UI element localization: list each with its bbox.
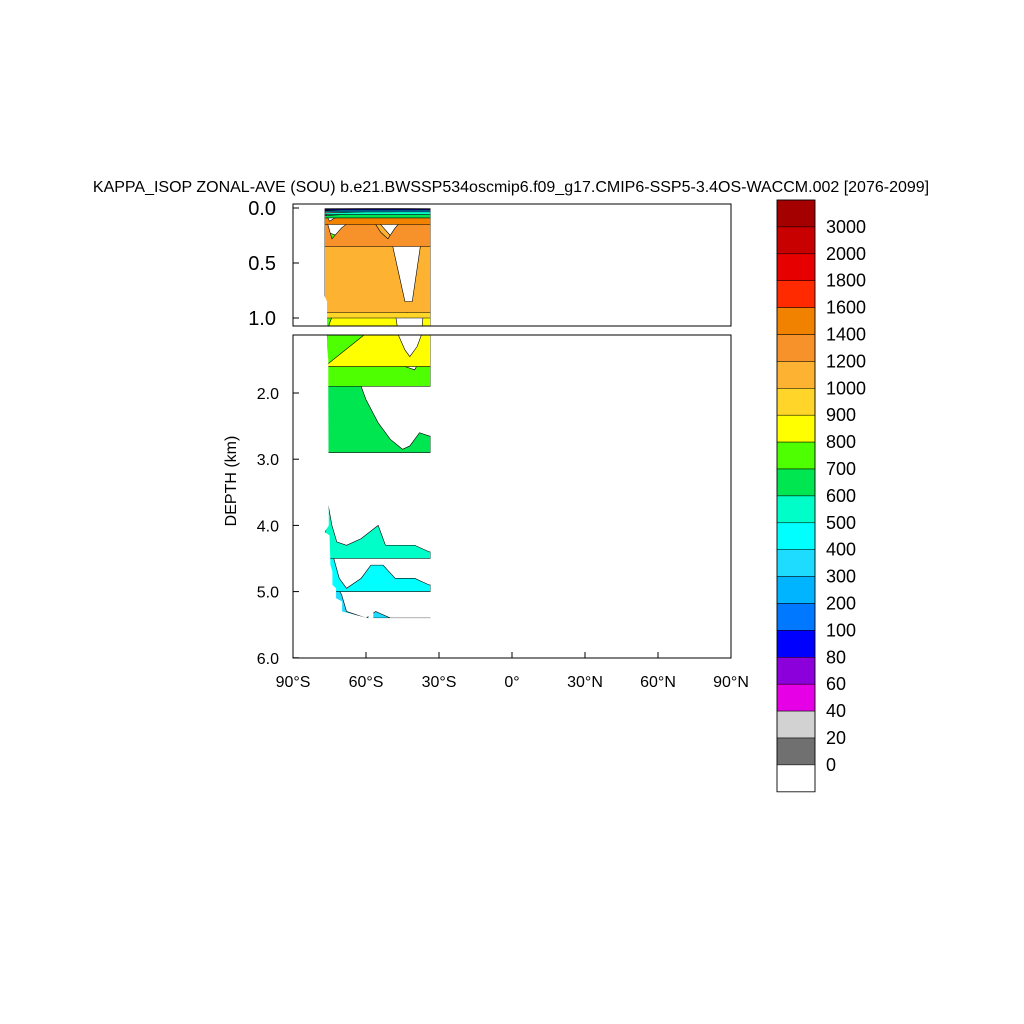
colorbar-label: 0 — [826, 755, 836, 775]
x-tick-label: 60°S — [349, 674, 384, 691]
colorbar-swatch — [776, 522, 816, 550]
colorbar-frame — [776, 199, 816, 793]
colorbar-label: 60 — [826, 674, 846, 694]
x-tick-label: 30°N — [567, 674, 603, 691]
colorbar-swatch — [776, 280, 816, 308]
y-tick-label: 1.0 — [248, 308, 276, 330]
colorbar-label: 3000 — [826, 217, 866, 237]
lower-band-1000 — [325, 327, 431, 334]
y-tick-label: 3.0 — [257, 452, 279, 469]
y-tick-label: 4.0 — [257, 518, 279, 535]
upper-surface-band-20 — [324, 208, 432, 210]
lower-bottom-gap — [368, 608, 374, 658]
colorbar-label: 600 — [826, 486, 856, 506]
colorbar-swatch — [776, 226, 816, 255]
colorbar-label: 800 — [826, 432, 856, 452]
axis-ticks: 90°S 60°S 30°S 0° 30°N 60°N 90°N 0.0 0.5 1.0 2.0 3.… — [248, 198, 749, 691]
colorbar-label: 200 — [826, 594, 856, 614]
colorbar-swatch — [776, 603, 816, 631]
x-tick-label: 60°N — [640, 674, 676, 691]
upper-land-mask-west — [293, 204, 328, 326]
lower-band-600 — [324, 498, 431, 559]
colorbar-label: 1200 — [826, 351, 866, 371]
colorbar-label: 900 — [826, 405, 856, 425]
upper-bottom-gap — [368, 786, 373, 891]
lower-band-900 — [323, 335, 431, 367]
colorbar-label: 40 — [826, 701, 846, 721]
y-tick-label: 0.0 — [248, 198, 276, 220]
chart-title: KAPPA_ISOP ZONAL-AVE (SOU) b.e21.BWSSP53… — [93, 179, 929, 196]
colorbar-label: 1000 — [826, 378, 866, 398]
colorbar-swatch — [776, 468, 816, 497]
y-tick-label: 6.0 — [257, 651, 279, 668]
colorbar-label: 1600 — [826, 298, 866, 318]
colorbar-swatch — [776, 334, 816, 362]
lower-band-500 — [324, 528, 431, 592]
colorbar-label: 20 — [826, 728, 846, 748]
colorbar-swatch — [776, 764, 816, 793]
colorbar-swatch — [776, 683, 816, 712]
lower-panel-contours — [293, 327, 731, 658]
colorbar-swatch — [776, 388, 816, 416]
colorbar-swatch — [776, 414, 816, 443]
colorbar-swatch — [776, 495, 816, 524]
x-tick-label: 0° — [504, 674, 519, 691]
colorbar-swatch — [776, 549, 816, 577]
upper-panel-contours — [293, 204, 731, 891]
y-tick-label: 2.0 — [257, 386, 279, 403]
x-tick-label: 90°N — [713, 674, 749, 691]
x-tick-label: 90°S — [276, 674, 311, 691]
colorbar-swatch — [776, 630, 816, 658]
colorbar-label: 700 — [826, 459, 856, 479]
colorbar-label: 500 — [826, 513, 856, 533]
lower-mask-bottom — [370, 618, 431, 658]
upper-mask-bottom — [371, 802, 431, 890]
colorbar-swatch — [776, 710, 816, 739]
upper-panel-frame — [292, 203, 732, 327]
colorbar-swatch — [776, 199, 816, 228]
lower-mask-east — [430, 335, 731, 658]
colorbar-label: 1400 — [826, 325, 866, 345]
colorbar-swatch — [776, 253, 816, 281]
colorbar-swatch — [776, 307, 816, 335]
colorbar-swatch — [776, 576, 816, 604]
colorbar-swatch — [776, 657, 816, 685]
colorbar-label: 100 — [826, 620, 856, 640]
lower-land-mask-west — [293, 335, 374, 658]
upper-mask-east — [430, 204, 731, 326]
colorbar-label: 300 — [826, 567, 856, 587]
colorbar-label: 80 — [826, 647, 846, 667]
y-tick-label: 0.5 — [248, 253, 276, 275]
colorbar-swatch — [776, 737, 816, 766]
colorbar-swatch — [776, 441, 816, 470]
colorbar-label: 400 — [826, 540, 856, 560]
colorbar-label: 2000 — [826, 244, 866, 264]
x-tick-label: 30°S — [422, 674, 457, 691]
colorbar-label: 1800 — [826, 271, 866, 291]
y-tick-label: 5.0 — [257, 585, 279, 602]
y-axis-label: DEPTH (km) — [223, 436, 240, 527]
colorbar: 3000200018001600140012001000900800700600… — [776, 199, 866, 793]
colorbar-swatch — [776, 361, 816, 389]
